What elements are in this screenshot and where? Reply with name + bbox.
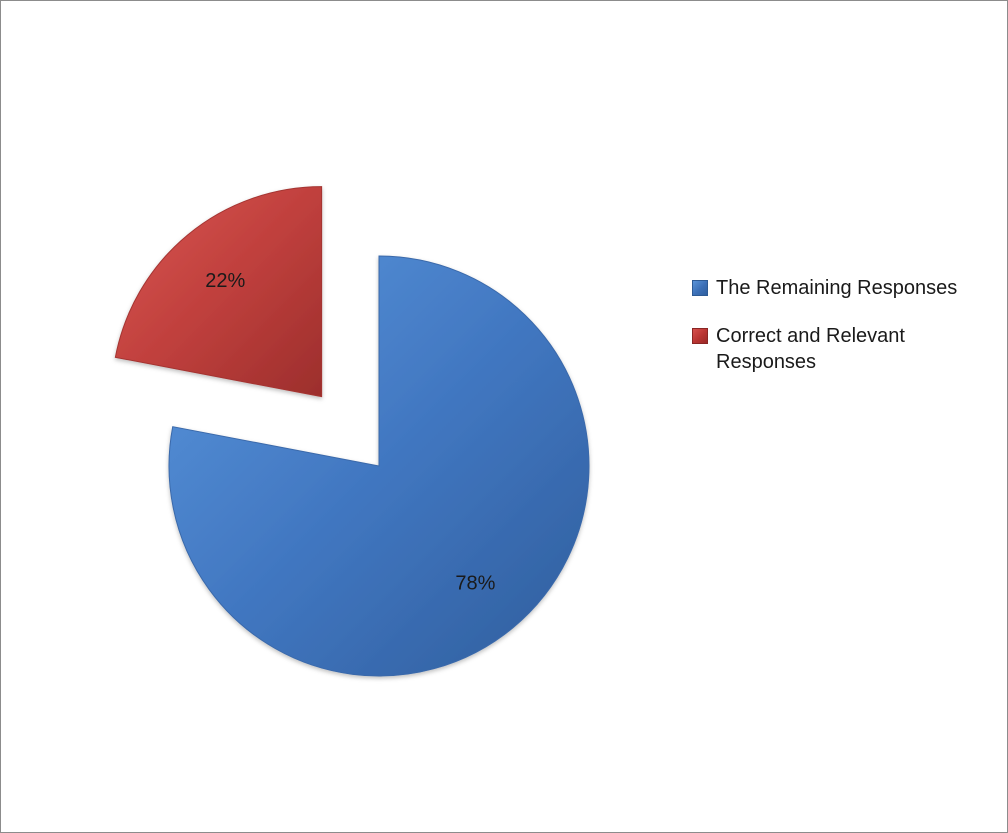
legend-swatch bbox=[692, 328, 708, 344]
data-label-correct-relevant-responses: 22% bbox=[205, 270, 245, 292]
pie-slice-correct-relevant-responses bbox=[114, 186, 323, 398]
legend-item: The Remaining Responses bbox=[692, 275, 992, 301]
pie-slice-remaining-responses bbox=[168, 255, 590, 677]
legend-label: The Remaining Responses bbox=[716, 277, 958, 299]
legend-label: Correct and Relevant Responses bbox=[716, 325, 905, 373]
data-label-remaining-responses: 78% bbox=[455, 573, 495, 595]
legend: The Remaining Responses Correct and Relev… bbox=[692, 275, 992, 397]
legend-item: Correct and Relevant Responses bbox=[692, 323, 992, 375]
legend-swatch bbox=[692, 280, 708, 296]
